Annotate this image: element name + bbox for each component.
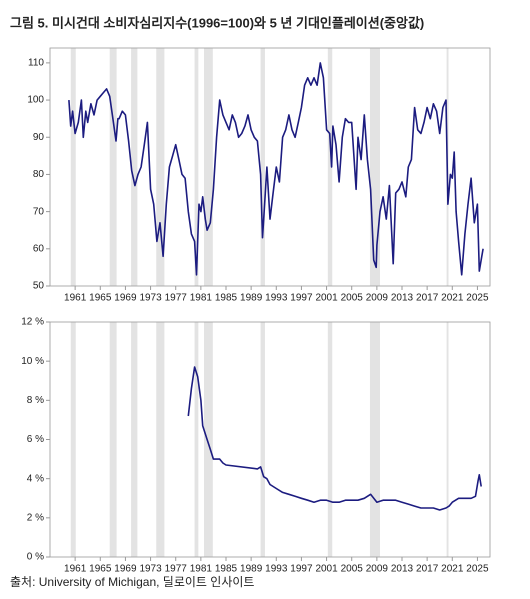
- x-tick-label: 2017: [416, 293, 439, 304]
- x-tick-label: 1961: [64, 564, 87, 575]
- y-tick-label: 10 %: [21, 356, 44, 367]
- y-tick-label: 70: [33, 206, 45, 217]
- shaded-period: [194, 48, 199, 286]
- x-tick-label: 2017: [416, 564, 439, 575]
- shaded-period: [260, 48, 265, 286]
- x-tick-label: 1989: [240, 293, 263, 304]
- x-tick-label: 2025: [466, 564, 489, 575]
- x-tick-label: 1981: [190, 293, 213, 304]
- y-tick-label: 12 %: [21, 317, 44, 328]
- plot-frame: [49, 47, 491, 287]
- data-line: [187, 366, 482, 511]
- shaded-period: [369, 48, 380, 286]
- shaded-period: [156, 48, 165, 286]
- shaded-period: [260, 322, 265, 557]
- x-tick-label: 2013: [391, 293, 414, 304]
- x-tick-label: 2021: [441, 564, 464, 575]
- shaded-period: [369, 322, 380, 557]
- x-tick-label: 1969: [114, 564, 137, 575]
- x-tick-label: 1977: [165, 293, 188, 304]
- x-tick-label: 1985: [215, 293, 238, 304]
- x-tick-label: 1961: [64, 293, 87, 304]
- data-line: [68, 62, 484, 276]
- x-tick-label: 1973: [139, 293, 162, 304]
- x-tick-label: 1981: [190, 564, 213, 575]
- shaded-period: [194, 322, 199, 557]
- y-tick-label: 50: [33, 281, 45, 292]
- x-tick-label: 2001: [315, 564, 338, 575]
- x-tick-label: 2013: [391, 564, 414, 575]
- x-tick-label: 1997: [290, 564, 313, 575]
- x-tick-label: 2005: [341, 564, 364, 575]
- shaded-period: [156, 322, 165, 557]
- x-tick-label: 1997: [290, 293, 313, 304]
- x-tick-label: 2005: [341, 293, 364, 304]
- shaded-period: [204, 322, 213, 557]
- x-tick-label: 1989: [240, 564, 263, 575]
- y-tick-label: 90: [33, 132, 45, 143]
- x-tick-label: 1993: [265, 564, 288, 575]
- shaded-period: [109, 322, 117, 557]
- y-tick-label: 2 %: [27, 512, 44, 523]
- y-tick-label: 110: [28, 58, 44, 69]
- x-tick-label: 1985: [215, 564, 238, 575]
- y-tick-label: 4 %: [27, 473, 44, 484]
- x-tick-label: 2025: [466, 293, 489, 304]
- shaded-period: [70, 48, 76, 286]
- x-tick-label: 1965: [89, 564, 112, 575]
- y-tick-label: 60: [33, 243, 45, 254]
- x-tick-label: 1977: [165, 564, 188, 575]
- y-tick-label: 100: [27, 95, 44, 106]
- x-tick-label: 1993: [265, 293, 288, 304]
- figure-title: 그림 5. 미시건대 소비자심리지수(1996=100)와 5 년 기대인플레이…: [10, 15, 424, 30]
- x-tick-label: 2009: [366, 293, 389, 304]
- y-tick-label: 6 %: [27, 434, 44, 445]
- shaded-period: [131, 322, 138, 557]
- x-tick-label: 2021: [441, 293, 464, 304]
- source-note: 출처: University of Michigan, 딜로이트 인사이트: [10, 575, 254, 589]
- y-tick-label: 0 %: [27, 552, 44, 563]
- shaded-period: [70, 322, 76, 557]
- x-tick-label: 1973: [139, 564, 162, 575]
- shaded-period: [131, 48, 138, 286]
- shaded-period: [204, 48, 213, 286]
- shaded-period: [327, 48, 333, 286]
- x-tick-label: 1965: [89, 293, 112, 304]
- shaded-period: [109, 48, 117, 286]
- x-tick-label: 2001: [315, 293, 338, 304]
- shaded-period: [446, 322, 449, 557]
- shaded-period: [327, 322, 333, 557]
- x-tick-label: 1969: [114, 293, 137, 304]
- y-tick-label: 8 %: [27, 395, 44, 406]
- y-tick-label: 80: [33, 169, 45, 180]
- x-tick-label: 2009: [366, 564, 389, 575]
